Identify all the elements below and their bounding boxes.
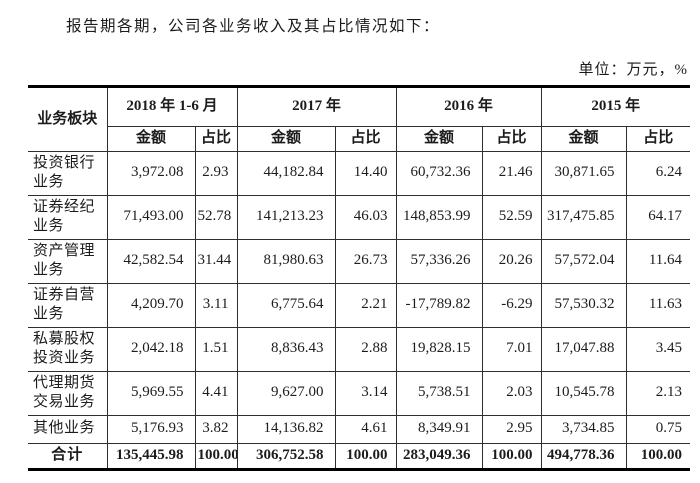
row-label: 投资银行业务 [28,150,108,196]
amount-cell: 57,336.26 [395,238,483,284]
ratio-cell: 3.82 [194,414,238,444]
ratio-cell: 21.46 [481,150,542,196]
table-row-proprietary-trading: 证券自营业务 4,209.70 3.11 6,775.64 2.21 -17,7… [28,282,691,328]
row-label: 代理期货交易业务 [28,370,108,416]
ratio-cell: 4.61 [334,414,397,444]
amount-cell: -17,789.82 [395,282,483,328]
unit-label: 单位：万元，% [578,62,688,78]
amount-cell: 8,349.91 [395,414,483,444]
amount-cell: 57,572.04 [540,238,627,284]
amount-cell: 6,775.64 [236,282,336,328]
table-row-asset-management: 资产管理业务 42,582.54 31.44 81,980.63 26.73 5… [28,238,691,284]
period-header-2015: 2015 年 [540,86,691,127]
corner-header: 业务板块 [28,86,108,152]
ratio-cell: 0.75 [625,414,691,444]
row-label: 其他业务 [28,414,108,444]
amount-cell: 30,871.65 [540,150,627,196]
amount-cell: 19,828.15 [395,326,483,372]
table-row-futures-brokerage: 代理期货交易业务 5,969.55 4.41 9,627.00 3.14 5,7… [28,370,691,416]
total-label: 合计 [28,442,108,469]
amount-cell: 5,738.51 [395,370,483,416]
ratio-cell: 3.45 [625,326,691,372]
amount-cell: 306,752.58 [236,442,336,469]
ratio-cell: 2.03 [481,370,542,416]
ratio-cell: 2.93 [194,150,238,196]
ratio-cell: 52.59 [481,194,542,240]
subheader-ratio: 占比 [481,126,542,151]
row-label: 私募股权投资业务 [28,326,108,372]
amount-cell: 71,493.00 [106,194,196,240]
amount-cell: 17,047.88 [540,326,627,372]
ratio-cell: 20.26 [481,238,542,284]
ratio-cell: 52.78 [194,194,238,240]
period-header-2018: 2018 年 1-6 月 [106,86,238,127]
ratio-cell: 7.01 [481,326,542,372]
amount-cell: 494,778.36 [540,442,627,469]
amount-cell: 148,853.99 [395,194,483,240]
subheader-ratio: 占比 [334,126,397,151]
ratio-cell: 11.64 [625,238,691,284]
ratio-cell: 14.40 [334,150,397,196]
subheader-amount: 金额 [107,126,196,151]
ratio-cell: 4.41 [194,370,238,416]
amount-cell: 317,475.85 [540,194,627,240]
subheader-ratio: 占比 [194,126,238,151]
subheader-ratio: 占比 [625,126,691,151]
amount-cell: 135,445.98 [106,442,196,469]
amount-cell: 141,213.23 [236,194,336,240]
amount-cell: 44,182.84 [236,150,336,196]
ratio-cell: 2.88 [334,326,397,372]
period-header-2017: 2017 年 [236,86,397,127]
subheader-amount: 金额 [236,126,336,151]
row-label: 证券经纪业务 [28,194,108,240]
ratio-cell: 26.73 [334,238,397,284]
ratio-cell: 100.00 [625,442,691,469]
period-header-2016: 2016 年 [395,86,542,127]
amount-cell: 2,042.18 [106,326,196,372]
header-row-subheaders: 金额 占比 金额 占比 金额 占比 金额 占比 [28,126,691,151]
amount-cell: 9,627.00 [236,370,336,416]
table-row-total: 合计 135,445.98 100.00 306,752.58 100.00 2… [28,442,691,469]
table-row-investment-banking: 投资银行业务 3,972.08 2.93 44,182.84 14.40 60,… [28,150,691,196]
ratio-cell: 100.00 [334,442,397,469]
amount-cell: 81,980.63 [236,238,336,284]
amount-cell: 14,136.82 [236,414,336,444]
amount-cell: 3,972.08 [106,150,196,196]
ratio-cell: -6.29 [481,282,542,328]
amount-cell: 10,545.78 [540,370,627,416]
amount-cell: 8,836.43 [236,326,336,372]
ratio-cell: 11.63 [625,282,691,328]
ratio-cell: 1.51 [194,326,238,372]
business-revenue-table: 业务板块 2018 年 1-6 月 2017 年 2016 年 2015 年 金… [28,85,691,471]
intro-paragraph: 报告期各期，公司各业务收入及其占比情况如下： [66,18,441,35]
amount-cell: 60,732.36 [395,150,483,196]
amount-cell: 57,530.32 [540,282,627,328]
table-row-other-business: 其他业务 5,176.93 3.82 14,136.82 4.61 8,349.… [28,414,691,444]
subheader-amount: 金额 [540,126,627,151]
amount-cell: 42,582.54 [106,238,196,284]
table-row-private-equity: 私募股权投资业务 2,042.18 1.51 8,836.43 2.88 19,… [28,326,691,372]
header-row-periods: 业务板块 2018 年 1-6 月 2017 年 2016 年 2015 年 [28,86,691,152]
ratio-cell: 100.00 [194,442,238,469]
ratio-cell: 31.44 [194,238,238,284]
subheader-amount: 金额 [395,126,483,151]
ratio-cell: 3.11 [194,282,238,328]
ratio-cell: 2.13 [625,370,691,416]
ratio-cell: 3.14 [334,370,397,416]
amount-cell: 283,049.36 [395,442,483,469]
row-label: 资产管理业务 [28,238,108,284]
ratio-cell: 2.95 [481,414,542,444]
amount-cell: 5,969.55 [106,370,196,416]
ratio-cell: 64.17 [625,194,691,240]
amount-cell: 5,176.93 [106,414,196,444]
amount-cell: 4,209.70 [106,282,196,328]
ratio-cell: 6.24 [625,150,691,196]
ratio-cell: 2.21 [334,282,397,328]
amount-cell: 3,734.85 [540,414,627,444]
ratio-cell: 46.03 [334,194,397,240]
table-row-securities-brokerage: 证券经纪业务 71,493.00 52.78 141,213.23 46.03 … [28,194,691,240]
row-label: 证券自营业务 [28,282,108,328]
ratio-cell: 100.00 [481,442,542,469]
